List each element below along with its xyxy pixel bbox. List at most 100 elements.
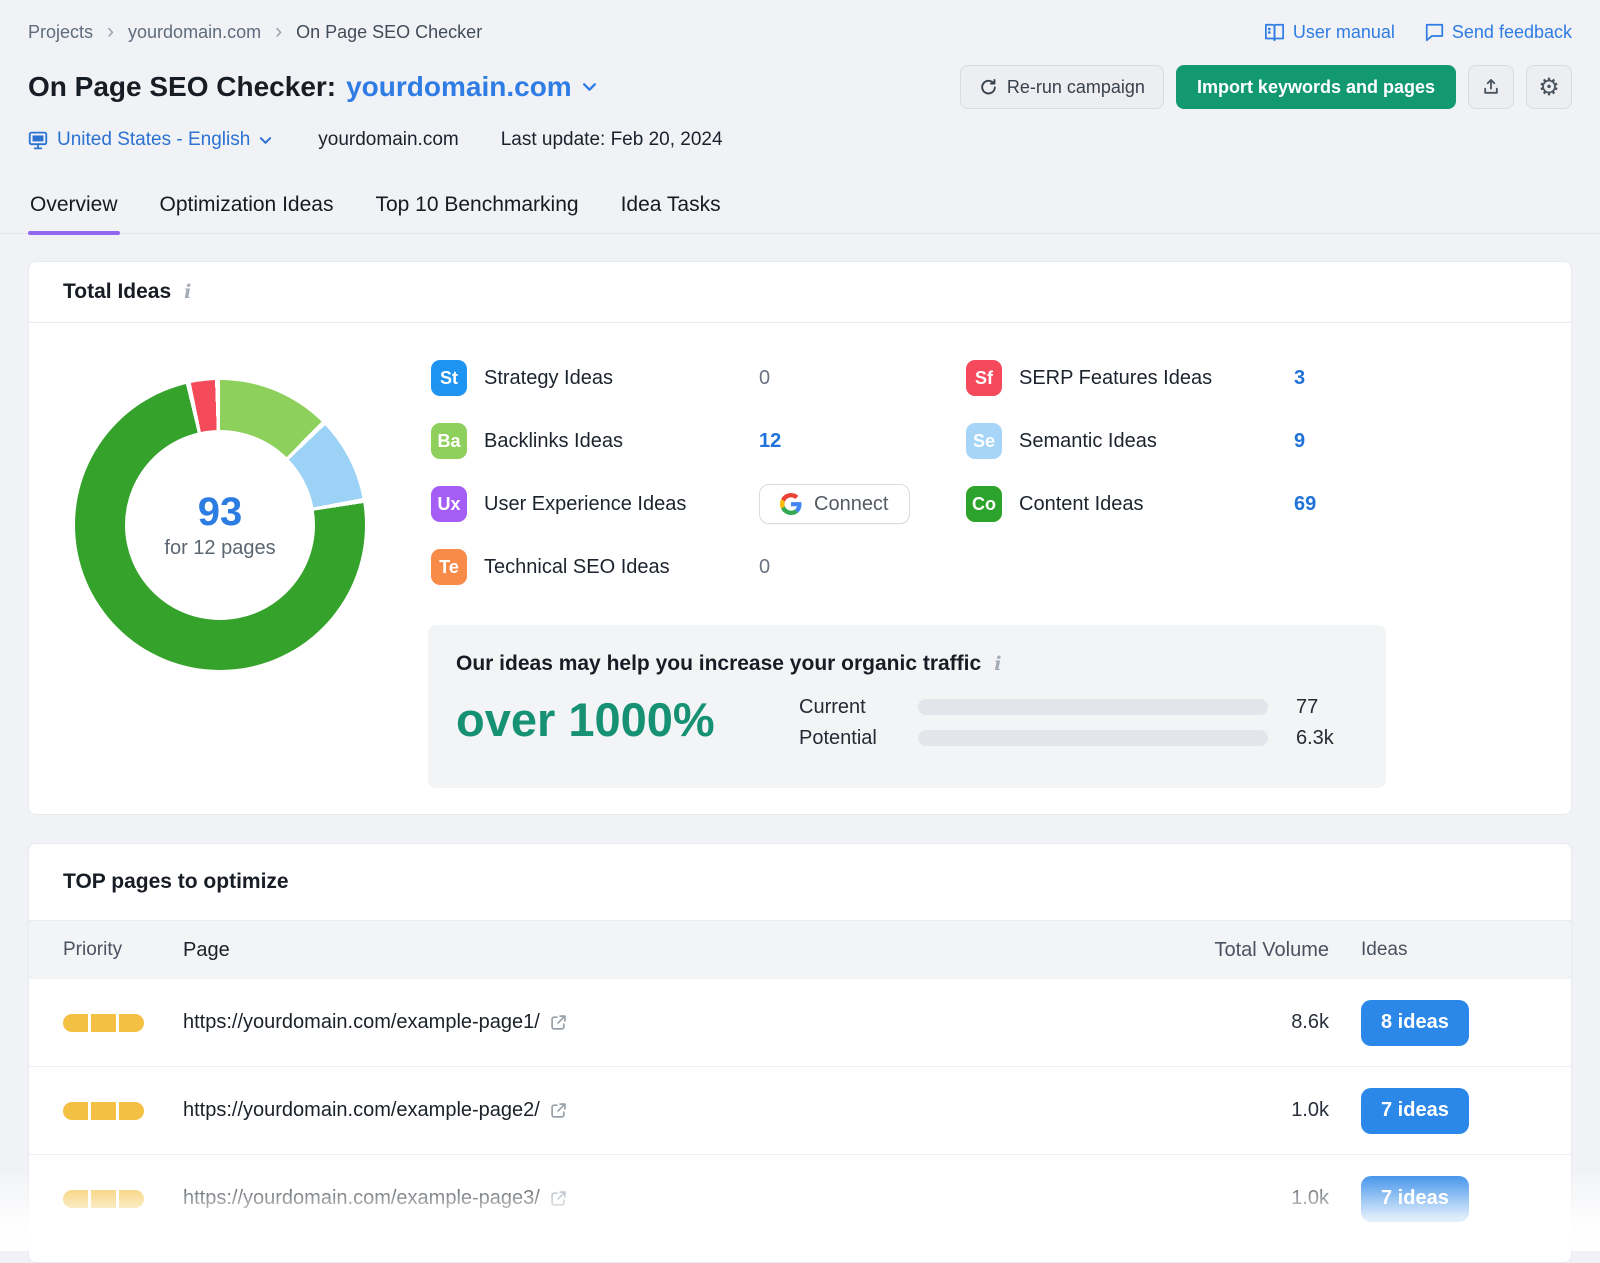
- current-value: 77: [1296, 695, 1319, 718]
- table-row: https://yourdomain.com/example-page3/ 1.…: [29, 1155, 1571, 1243]
- semantic-badge: Se: [966, 423, 1002, 459]
- book-icon: [1264, 23, 1285, 42]
- legend-value-link[interactable]: 3: [1294, 366, 1306, 389]
- import-keywords-label: Import keywords and pages: [1196, 76, 1435, 97]
- legend-label: Backlinks Ideas: [484, 429, 623, 452]
- legend-label: Technical SEO Ideas: [484, 555, 670, 578]
- potential-label: Potential: [799, 726, 877, 749]
- serp-features-badge: Sf: [966, 360, 1002, 396]
- rerun-campaign-button[interactable]: Re-run campaign: [959, 65, 1164, 109]
- legend-row-user-experience: Ux User Experience Ideas Connect: [431, 484, 910, 524]
- settings-button[interactable]: ⚙: [1526, 65, 1572, 109]
- chevron-down-icon: [259, 136, 272, 145]
- connect-label: Connect: [814, 492, 889, 515]
- column-ideas: Ideas: [1361, 939, 1408, 960]
- page-title-domain[interactable]: yourdomain.com: [346, 71, 572, 102]
- total-ideas-card: Total Ideas i 93 for 12 pages St Strateg…: [28, 261, 1572, 815]
- locale-selector[interactable]: United States - English: [28, 129, 272, 151]
- page-url-link[interactable]: https://yourdomain.com/example-page1/: [183, 1011, 540, 1033]
- page-url-link[interactable]: https://yourdomain.com/example-page2/: [183, 1099, 540, 1121]
- chevron-right-icon: ›: [275, 20, 283, 43]
- table-row: https://yourdomain.com/example-page1/ 8.…: [29, 979, 1571, 1067]
- column-page: Page: [183, 938, 230, 961]
- export-button[interactable]: [1468, 65, 1514, 109]
- priority-indicator: [63, 1101, 183, 1120]
- legend-value-link[interactable]: 12: [759, 429, 782, 452]
- monitor-icon: [28, 131, 48, 150]
- user-manual-link[interactable]: User manual: [1264, 22, 1395, 43]
- info-icon[interactable]: i: [994, 653, 1002, 675]
- user-manual-label: User manual: [1292, 22, 1395, 42]
- info-icon[interactable]: i: [184, 281, 192, 303]
- column-priority: Priority: [63, 939, 123, 960]
- table-row: https://yourdomain.com/example-page2/ 1.…: [29, 1067, 1571, 1155]
- refresh-icon: [979, 78, 998, 97]
- page-title-prefix: On Page SEO Checker:: [28, 71, 337, 102]
- total-ideas-title: Total Ideas: [63, 280, 172, 303]
- rerun-campaign-label: Re-run campaign: [1006, 76, 1145, 97]
- locale-label: United States - English: [57, 129, 251, 150]
- traffic-panel-title: Our ideas may help you increase your org…: [456, 652, 982, 675]
- backlinks-badge: Ba: [431, 423, 467, 459]
- tab-idea-tasks[interactable]: Idea Tasks: [620, 193, 721, 216]
- legend-row-content: Co Content Ideas 69: [966, 486, 1316, 522]
- breadcrumb-projects[interactable]: Projects: [28, 22, 94, 42]
- current-traffic-row: Current 77: [799, 695, 1334, 718]
- chevron-right-icon: ›: [107, 20, 115, 43]
- top-pages-title: TOP pages to optimize: [63, 870, 289, 893]
- campaign-domain: yourdomain.com: [318, 129, 459, 150]
- legend-label: Content Ideas: [1019, 492, 1144, 515]
- priority-indicator: [63, 1189, 183, 1208]
- potential-traffic-row: Potential 6.3k: [799, 726, 1334, 749]
- column-total-volume: Total Volume: [1214, 938, 1329, 961]
- gear-icon: ⚙: [1538, 73, 1560, 101]
- strategy-badge: St: [431, 360, 467, 396]
- breadcrumb-domain[interactable]: yourdomain.com: [128, 22, 262, 42]
- page-url-link[interactable]: https://yourdomain.com/example-page3/: [183, 1187, 540, 1209]
- ideas-count-button[interactable]: 7 ideas: [1361, 1087, 1469, 1134]
- page-title: On Page SEO Checker: yourdomain.com: [28, 71, 597, 103]
- breadcrumb-current: On Page SEO Checker: [296, 22, 483, 42]
- breadcrumb: Projects › yourdomain.com › On Page SEO …: [28, 20, 483, 43]
- external-link-icon[interactable]: [550, 1014, 567, 1031]
- potential-value: 6.3k: [1296, 726, 1334, 749]
- send-feedback-label: Send feedback: [1451, 22, 1572, 42]
- potential-traffic-bar: [918, 730, 1268, 746]
- google-connect-button[interactable]: Connect: [759, 484, 910, 524]
- legend-row-serp-features: Sf SERP Features Ideas 3: [966, 360, 1316, 396]
- legend-value: 0: [759, 366, 771, 389]
- current-traffic-bar: [918, 699, 1268, 715]
- traffic-highlight: over 1000%: [456, 693, 715, 746]
- ideas-count-button[interactable]: 7 ideas: [1361, 1175, 1469, 1222]
- total-ideas-pages: for 12 pages: [164, 537, 276, 559]
- legend-label: User Experience Ideas: [484, 492, 687, 515]
- legend-row-semantic: Se Semantic Ideas 9: [966, 423, 1316, 459]
- total-volume-value: 1.0k: [1291, 1187, 1329, 1209]
- chevron-down-icon[interactable]: [582, 82, 597, 92]
- import-keywords-button[interactable]: Import keywords and pages: [1175, 65, 1456, 109]
- total-ideas-count: 93: [197, 490, 243, 534]
- top-pages-card: TOP pages to optimize Priority Page Tota…: [28, 843, 1572, 1263]
- total-volume-value: 8.6k: [1291, 1011, 1329, 1033]
- ideas-legend-right: Sf SERP Features Ideas 3 Se Semantic Ide…: [966, 360, 1316, 522]
- content-badge: Co: [966, 486, 1002, 522]
- tab-bar: Overview Optimization Ideas Top 10 Bench…: [0, 193, 1600, 235]
- tab-optimization-ideas[interactable]: Optimization Ideas: [159, 193, 334, 216]
- legend-label: Semantic Ideas: [1019, 429, 1157, 452]
- legend-label: Strategy Ideas: [484, 366, 613, 389]
- send-feedback-link[interactable]: Send feedback: [1425, 22, 1572, 43]
- total-volume-value: 1.0k: [1291, 1099, 1329, 1121]
- tab-top10-benchmarking[interactable]: Top 10 Benchmarking: [375, 193, 579, 216]
- legend-row-technical-seo: Te Technical SEO Ideas 0: [431, 549, 910, 585]
- last-update: Last update: Feb 20, 2024: [500, 129, 723, 150]
- ideas-count-button[interactable]: 8 ideas: [1361, 999, 1469, 1046]
- external-link-icon[interactable]: [550, 1102, 567, 1119]
- upload-icon: [1481, 77, 1501, 97]
- speech-bubble-icon: [1425, 23, 1444, 42]
- legend-value-link[interactable]: 9: [1294, 429, 1306, 452]
- legend-value-link[interactable]: 69: [1294, 492, 1317, 515]
- organic-traffic-panel: Our ideas may help you increase your org…: [428, 625, 1386, 788]
- tab-overview[interactable]: Overview: [28, 193, 120, 235]
- external-link-icon[interactable]: [550, 1190, 567, 1207]
- total-ideas-donut: 93 for 12 pages: [75, 380, 365, 670]
